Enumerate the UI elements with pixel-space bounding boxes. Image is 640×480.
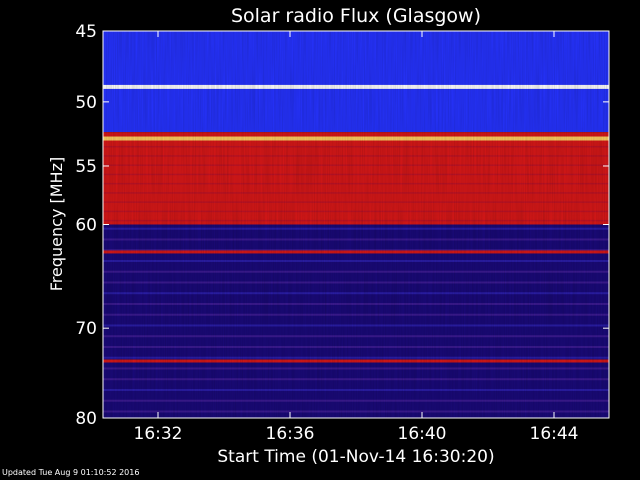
y-tick-label: 50 — [75, 93, 97, 113]
x-tick-label: 16:32 — [134, 424, 183, 444]
x-tick-label: 16:40 — [398, 424, 447, 444]
x-axis-label: Start Time (01-Nov-14 16:30:20) — [217, 447, 494, 467]
y-tick-label: 70 — [75, 319, 97, 339]
chart-title: Solar radio Flux (Glasgow) — [231, 5, 481, 27]
x-axis: 16:32 16:36 16:40 16:44 — [134, 31, 579, 444]
y-axis: 45 50 55 60 70 80 — [75, 22, 609, 429]
x-tick-label: 16:44 — [530, 424, 579, 444]
y-tick-label: 60 — [75, 216, 97, 236]
y-tick-label: 80 — [75, 409, 97, 429]
x-tick-label: 16:36 — [266, 424, 315, 444]
texture-overlay — [103, 31, 609, 418]
y-axis-label: Frequency [MHz] — [47, 157, 66, 291]
updated-timestamp: Updated Tue Aug 9 01:10:52 2016 — [2, 468, 140, 477]
y-tick-label: 45 — [75, 22, 97, 42]
y-tick-label: 55 — [75, 157, 97, 177]
